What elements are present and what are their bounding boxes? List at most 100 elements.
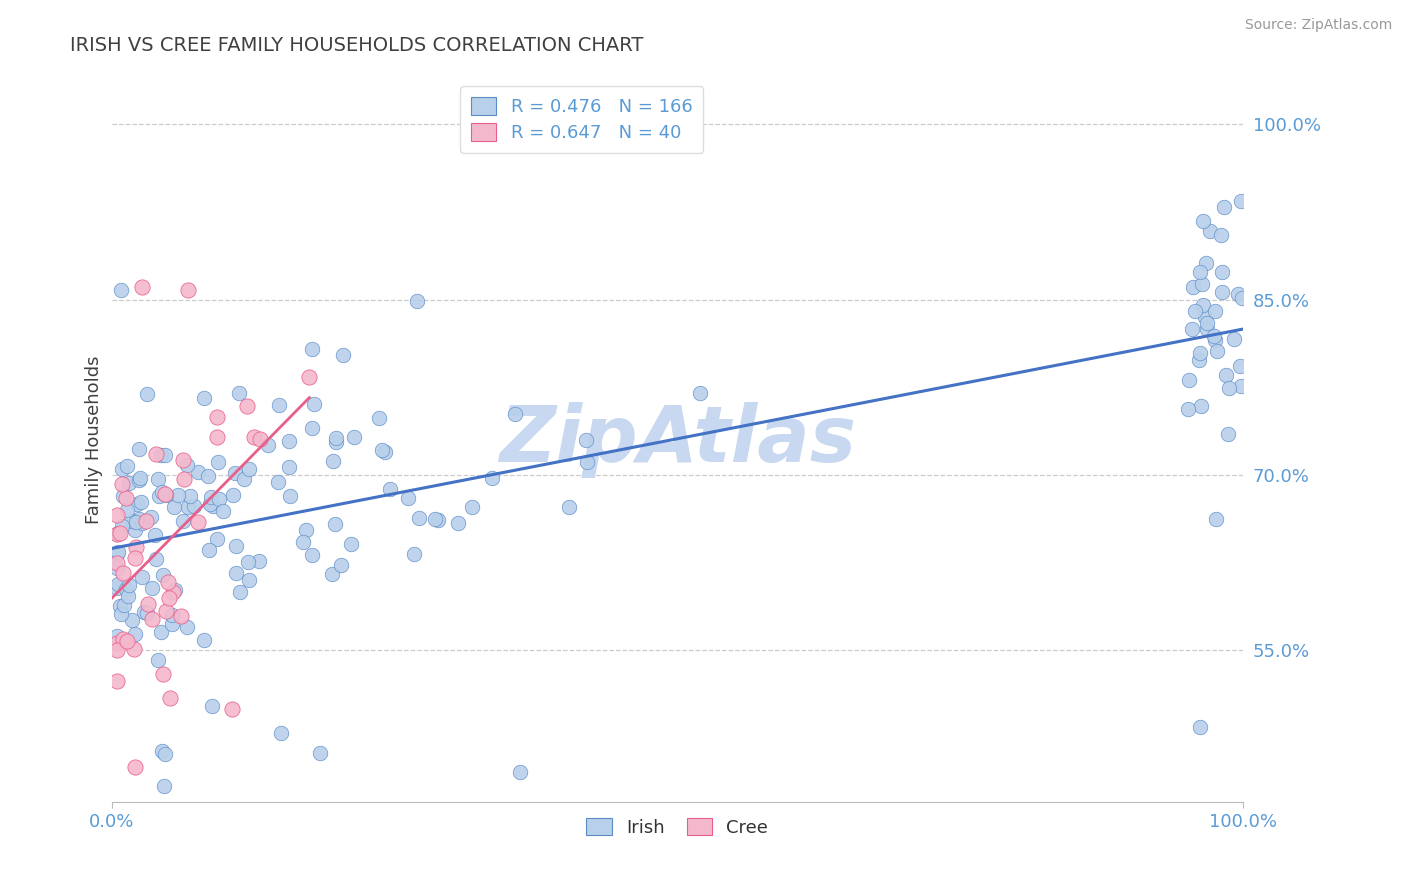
Point (1213, 200, 1236, 214)
Point (146, 653, 169, 667)
Point (222, 488, 245, 502)
Point (1216, 427, 1239, 442)
Point (247, 554, 270, 568)
Point (1209, 228, 1232, 243)
Point (105, 673, 128, 688)
Point (124, 523, 146, 537)
Point (131, 516, 153, 530)
Text: IRISH VS CREE FAMILY HOUSEHOLDS CORRELATION CHART: IRISH VS CREE FAMILY HOUSEHOLDS CORRELAT… (70, 36, 644, 54)
Point (108, 526, 131, 541)
Point (378, 482, 401, 496)
Point (368, 410, 391, 425)
Point (160, 608, 183, 623)
Point (107, 556, 129, 570)
Point (145, 551, 167, 566)
Point (208, 492, 231, 507)
Point (291, 534, 314, 549)
Point (1184, 304, 1206, 318)
Point (205, 430, 228, 444)
Point (1192, 298, 1215, 312)
Point (105, 629, 128, 643)
Point (322, 454, 344, 468)
Point (132, 605, 155, 619)
Point (105, 636, 128, 650)
Point (129, 495, 152, 509)
Point (396, 491, 419, 506)
Point (105, 561, 128, 575)
Point (1188, 346, 1211, 360)
Point (1215, 368, 1237, 382)
Point (257, 438, 280, 452)
Point (1230, 379, 1253, 393)
Point (157, 591, 180, 605)
Point (689, 385, 711, 400)
Point (201, 698, 224, 713)
Point (228, 386, 250, 401)
Y-axis label: Family Households: Family Households (86, 356, 103, 524)
Point (426, 513, 449, 527)
Point (343, 430, 366, 444)
Point (183, 499, 205, 513)
Point (165, 582, 187, 597)
Point (298, 370, 321, 384)
Point (461, 500, 484, 515)
Point (1230, 291, 1253, 305)
Point (236, 399, 259, 413)
Point (169, 609, 191, 624)
Point (172, 515, 194, 529)
Point (115, 491, 138, 505)
Point (150, 485, 173, 500)
Point (153, 747, 176, 761)
Point (207, 455, 229, 469)
Point (121, 613, 143, 627)
Point (1180, 322, 1202, 336)
Point (270, 726, 292, 740)
Text: Source: ZipAtlas.com: Source: ZipAtlas.com (1244, 18, 1392, 32)
Point (193, 391, 215, 405)
Point (325, 431, 347, 445)
Point (156, 574, 179, 589)
Point (111, 632, 134, 646)
Point (143, 528, 166, 542)
Point (1230, 194, 1253, 208)
Point (111, 462, 134, 476)
Point (124, 540, 146, 554)
Point (138, 597, 160, 611)
Point (200, 490, 222, 504)
Point (1189, 399, 1212, 413)
Point (135, 606, 157, 620)
Point (135, 387, 157, 401)
Point (145, 447, 167, 461)
Point (128, 471, 150, 485)
Point (150, 744, 173, 758)
Point (1191, 214, 1213, 228)
Point (118, 475, 141, 490)
Point (152, 567, 174, 582)
Point (1204, 333, 1226, 347)
Point (197, 543, 219, 558)
Point (152, 779, 174, 793)
Point (238, 462, 260, 476)
Point (159, 691, 181, 706)
Point (121, 514, 143, 528)
Point (128, 473, 150, 487)
Point (280, 489, 302, 503)
Point (1199, 224, 1222, 238)
Point (1205, 343, 1227, 358)
Point (179, 490, 201, 504)
Point (105, 526, 128, 541)
Point (1188, 720, 1211, 734)
Point (1194, 310, 1216, 325)
Point (1189, 265, 1212, 279)
Point (1188, 353, 1211, 368)
Point (1195, 322, 1218, 336)
Point (153, 448, 176, 462)
Point (408, 510, 430, 524)
Point (124, 550, 146, 565)
Point (309, 746, 332, 760)
Point (576, 455, 599, 469)
Point (105, 643, 128, 657)
Point (575, 434, 598, 448)
Point (212, 504, 235, 518)
Point (404, 547, 426, 561)
